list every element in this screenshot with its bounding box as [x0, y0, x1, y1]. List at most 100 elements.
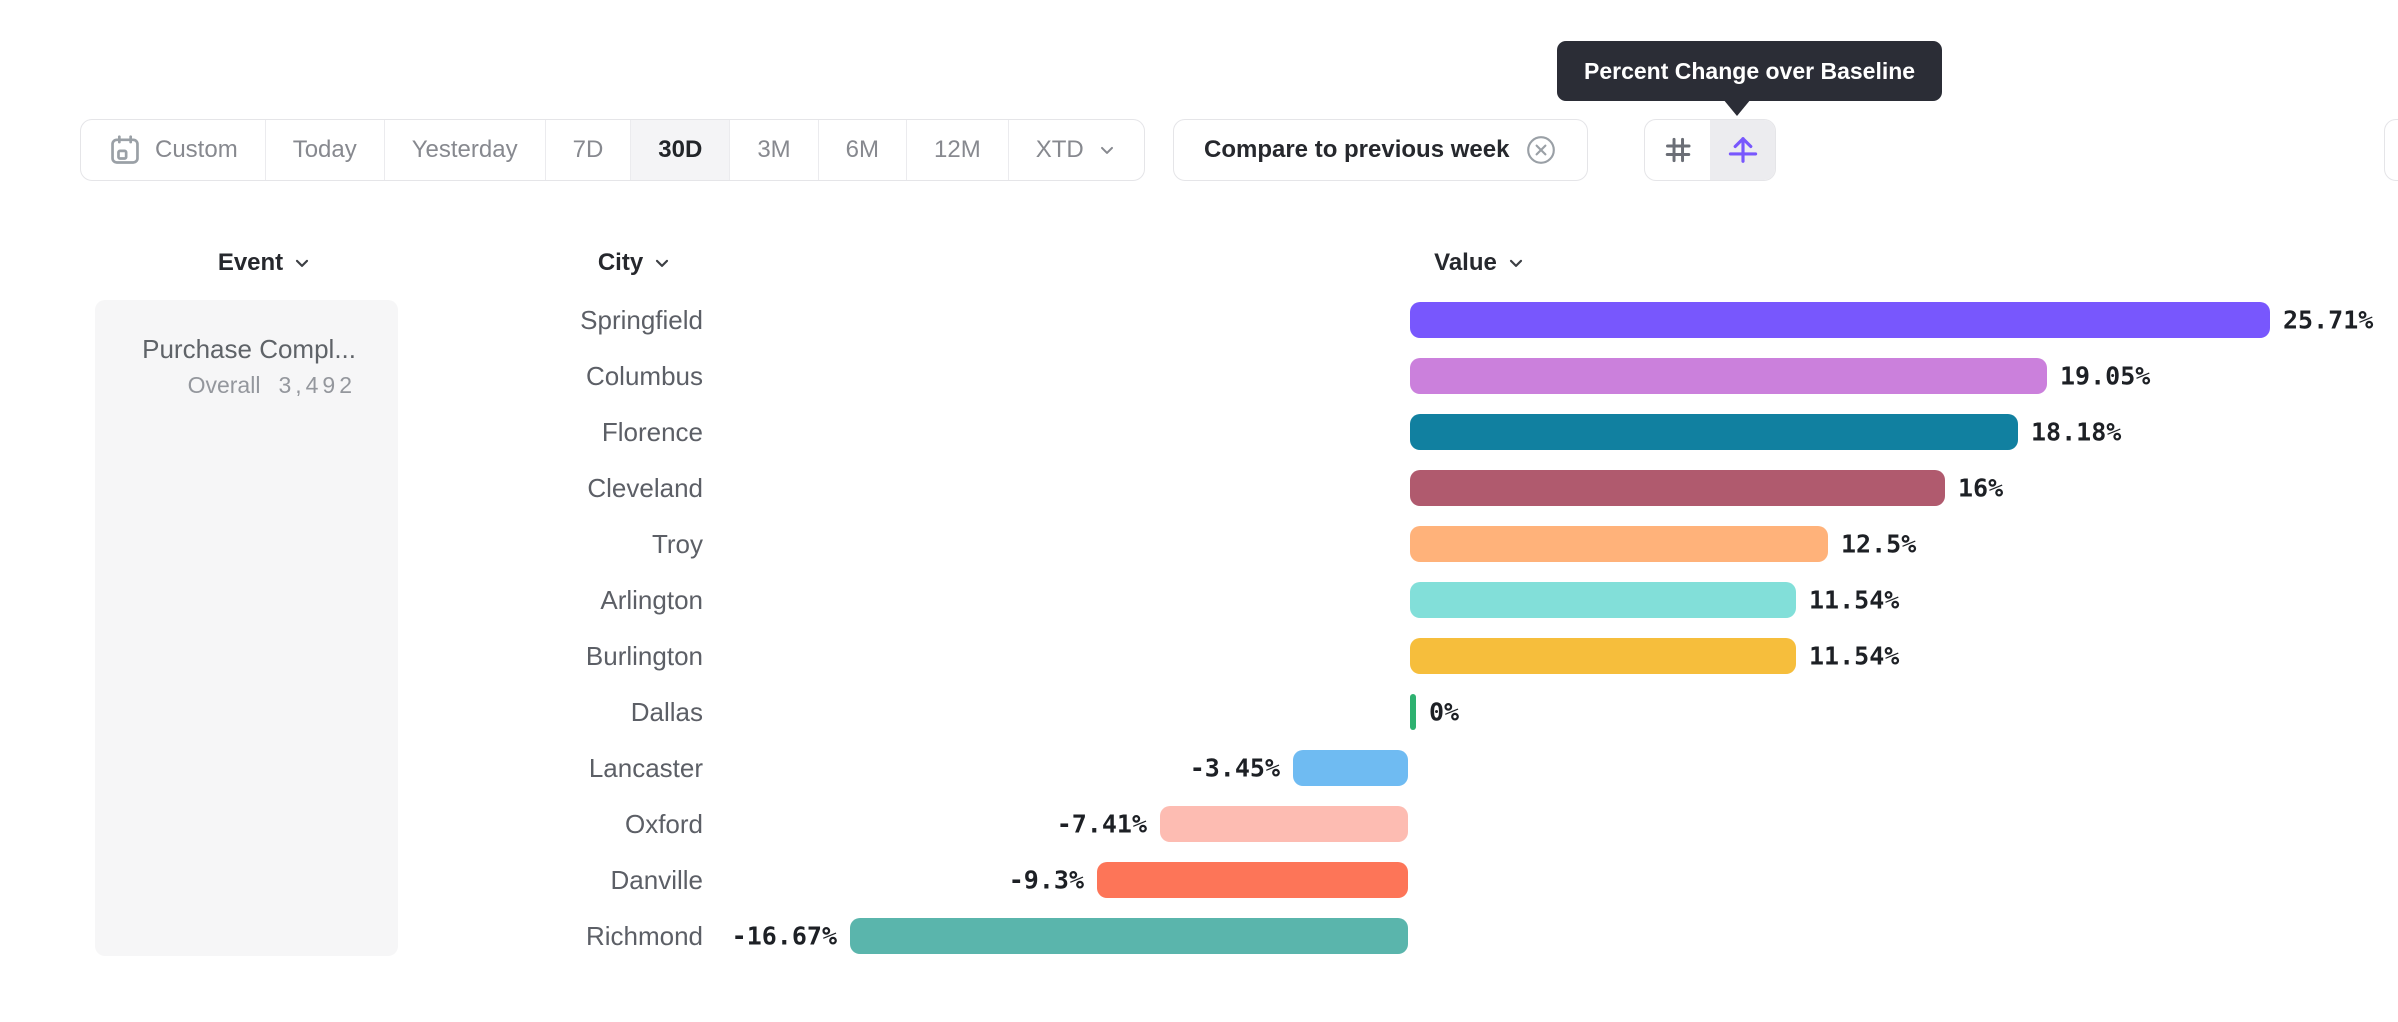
city-label[interactable]: Springfield — [580, 304, 703, 335]
chevron-down-icon — [1097, 140, 1117, 160]
value-label: 25.71% — [2283, 305, 2374, 335]
value-bar[interactable] — [1410, 470, 1945, 506]
city-label[interactable]: Lancaster — [588, 752, 703, 783]
compare-chip[interactable]: Compare to previous week — [1173, 119, 1589, 181]
bar-canvas: 16% — [703, 460, 2398, 516]
value-bar[interactable] — [1410, 694, 1416, 730]
value-label: 11.54% — [1809, 585, 1900, 615]
city-label[interactable]: Oxford — [624, 808, 703, 839]
chart-row: Columbus 19.05% — [0, 348, 2398, 404]
chart-row: Florence 18.18% — [0, 404, 2398, 460]
column-header-label: Event — [217, 249, 284, 276]
city-label[interactable]: Danville — [610, 864, 704, 895]
date-range-label: Custom — [155, 136, 238, 163]
chart-row: Burlington 11.54% — [0, 628, 2398, 684]
chart-row: Arlington 11.54% — [0, 572, 2398, 628]
date-range-xtd[interactable]: XTD — [1007, 120, 1144, 180]
value-label: 16% — [1958, 473, 2004, 503]
date-range-today[interactable]: Today — [264, 120, 384, 180]
city-label[interactable]: Cleveland — [587, 472, 703, 503]
event-metric: Overall 3,492 — [142, 372, 356, 399]
bar-canvas: -9.3% — [703, 852, 2398, 908]
date-range-label: 7D — [572, 136, 604, 163]
chevron-down-icon — [1506, 253, 1526, 273]
value-label: -16.67% — [731, 921, 837, 951]
bar-canvas: -3.45% — [703, 740, 2398, 796]
value-bar[interactable] — [1410, 358, 2047, 394]
chart-row: Dallas 0% — [0, 684, 2398, 740]
bar-canvas: 12.5% — [703, 516, 2398, 572]
tooltip-arrow — [1723, 99, 1751, 116]
value-bar[interactable] — [1410, 414, 2018, 450]
value-label: 18.18% — [2031, 417, 2122, 447]
value-bar[interactable] — [1410, 302, 2270, 338]
bar-canvas: 11.54% — [703, 628, 2398, 684]
chart-row: Danville -9.3% — [0, 852, 2398, 908]
value-bar[interactable] — [850, 918, 1408, 954]
value-bar[interactable] — [1410, 526, 1828, 562]
date-range-custom[interactable]: Custom — [81, 120, 265, 180]
value-label: 12.5% — [1841, 529, 1917, 559]
city-label[interactable]: Troy — [651, 528, 703, 559]
value-bar[interactable] — [1160, 806, 1408, 842]
bar-chart: Springfield 25.71% Columbus 19.05% Florence 1… — [0, 292, 2398, 964]
bar-canvas: 19.05% — [703, 348, 2398, 404]
event-cell[interactable]: Purchase Compl... Overall 3,492 — [142, 332, 356, 399]
column-header-value[interactable]: Value — [1380, 248, 1580, 278]
chart-row: Springfield 25.71% — [0, 292, 2398, 348]
bar-canvas: -7.41% — [703, 796, 2398, 852]
value-label: 0% — [1429, 697, 1460, 727]
column-header-label: Value — [1434, 249, 1497, 276]
hash-icon — [1661, 133, 1695, 167]
date-range-3m[interactable]: 3M — [729, 120, 817, 180]
date-range-6m[interactable]: 6M — [817, 120, 906, 180]
compare-chip-label: Compare to previous week — [1204, 136, 1510, 163]
value-bar[interactable] — [1410, 582, 1796, 618]
date-range-label: 12M — [934, 136, 981, 163]
date-range-yesterday[interactable]: Yesterday — [383, 120, 545, 180]
city-label[interactable]: Richmond — [585, 920, 703, 951]
date-range-label: 3M — [757, 136, 791, 163]
number-view-button[interactable] — [1645, 120, 1710, 180]
city-label[interactable]: Dallas — [630, 696, 703, 727]
toolbar-overflow-button[interactable] — [2384, 119, 2398, 181]
date-range-label: Today — [292, 136, 357, 163]
percent-change-view-button[interactable] — [1710, 120, 1775, 180]
date-range-label: Yesterday — [411, 136, 518, 163]
date-range-30d[interactable]: 30D — [630, 120, 730, 180]
column-header-city[interactable]: City — [520, 248, 750, 278]
chart-row: Oxford -7.41% — [0, 796, 2398, 852]
chart-row: Troy 12.5% — [0, 516, 2398, 572]
value-bar[interactable] — [1410, 638, 1796, 674]
tooltip-text: Percent Change over Baseline — [1584, 58, 1916, 84]
value-label: -3.45% — [1189, 753, 1280, 783]
date-range-12m[interactable]: 12M — [906, 120, 1008, 180]
calendar-icon — [108, 133, 142, 167]
date-range-group: Custom Today Yesterday 7D 30D 3M 6M 12M … — [80, 119, 1145, 181]
chart-row: Lancaster -3.45% — [0, 740, 2398, 796]
date-range-label: 30D — [658, 136, 703, 163]
city-label[interactable]: Burlington — [585, 640, 703, 671]
chart-row: Richmond -16.67% — [0, 908, 2398, 964]
value-bar[interactable] — [1097, 862, 1408, 898]
event-metric-value: 3,492 — [278, 372, 356, 398]
chart-row: Cleveland 16% — [0, 460, 2398, 516]
value-bar[interactable] — [1293, 750, 1408, 786]
bar-canvas: 18.18% — [703, 404, 2398, 460]
column-header-event[interactable]: Event — [110, 248, 420, 278]
tooltip: Percent Change over Baseline — [1557, 41, 1943, 101]
value-label: -7.41% — [1056, 809, 1147, 839]
arrow-up-from-baseline-icon — [1725, 132, 1761, 168]
city-label[interactable]: Arlington — [600, 584, 703, 615]
bar-canvas: 25.71% — [703, 292, 2398, 348]
bar-canvas: 11.54% — [703, 572, 2398, 628]
city-label[interactable]: Florence — [601, 416, 703, 447]
city-label[interactable]: Columbus — [585, 360, 703, 391]
value-label: -9.3% — [1008, 865, 1084, 895]
date-range-7d[interactable]: 7D — [544, 120, 631, 180]
value-label: 11.54% — [1809, 641, 1900, 671]
event-metric-label: Overall — [187, 372, 261, 398]
circle-x-icon[interactable] — [1525, 134, 1557, 166]
chevron-down-icon — [292, 253, 312, 273]
value-display-toggle — [1644, 119, 1776, 181]
